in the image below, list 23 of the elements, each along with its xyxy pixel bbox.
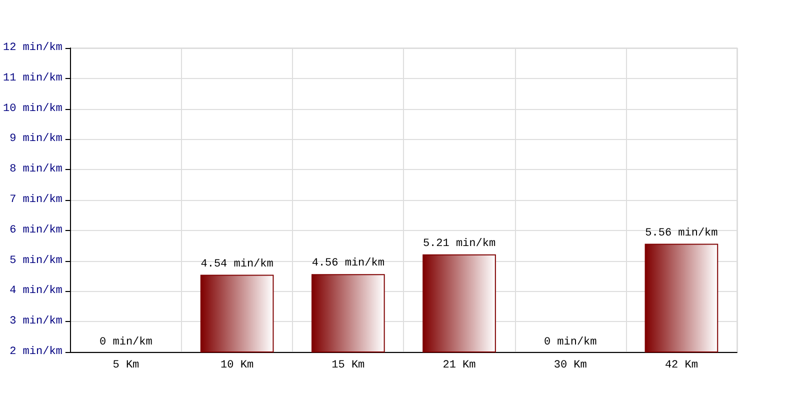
y-tick-label: 3 min/km xyxy=(10,316,63,328)
data-label: 4.56 min/km xyxy=(312,258,385,270)
data-label: 5.21 min/km xyxy=(422,238,496,250)
y-tick-label: 5 min/km xyxy=(10,254,63,267)
x-tick-label: 5 Km xyxy=(112,360,140,372)
x-tick-label: 15 Km xyxy=(332,360,366,372)
text: 0 min/km xyxy=(544,336,597,348)
x-tick-label: 21 Km xyxy=(442,360,476,372)
text: 0 min/km xyxy=(100,336,152,348)
y-tick-label: 8 min/km xyxy=(10,164,63,176)
y-tick-label: 10 min/km xyxy=(2,102,63,115)
y-tick-label: 7 min/km xyxy=(10,194,63,206)
y-tick-label: 6 min/km xyxy=(10,224,63,236)
data-label: 5.56 min/km xyxy=(645,227,718,240)
y-tick-label: 12 min/km xyxy=(2,42,63,54)
x-tick-label: 42 Km xyxy=(664,360,698,372)
data-label: 4.54 min/km xyxy=(200,258,274,270)
x-tick-label: 30 Km xyxy=(554,360,588,372)
x-tick-label: 10 Km xyxy=(220,360,254,372)
y-tick-label: 11 min/km xyxy=(2,72,63,84)
y-tick-label: 2 min/km xyxy=(10,346,63,358)
y-tick-label: 4 min/km xyxy=(10,285,63,298)
y-tick-label: 9 min/km xyxy=(10,133,63,146)
